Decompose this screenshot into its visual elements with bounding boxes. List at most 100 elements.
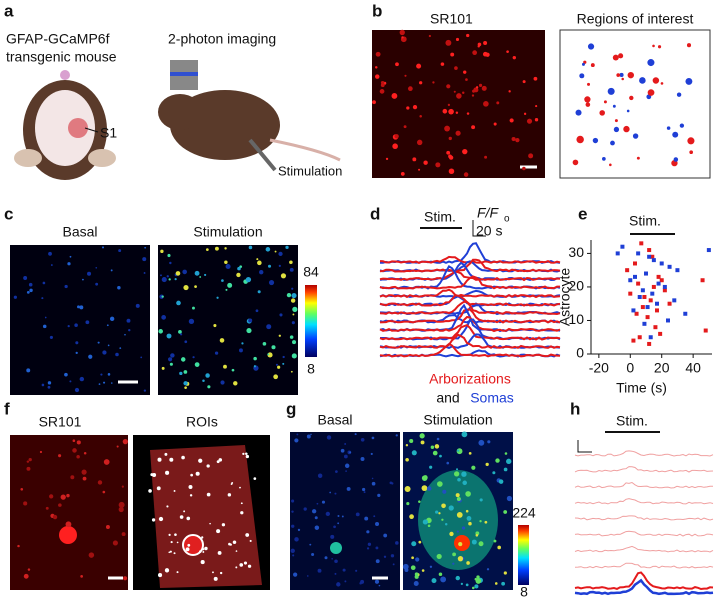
cell: [471, 539, 477, 545]
trace: [379, 288, 561, 299]
cell: [374, 579, 380, 584]
trace: [379, 323, 561, 341]
cell: [371, 481, 376, 486]
image-basal: [10, 245, 150, 395]
point: [651, 284, 656, 289]
cell: [245, 452, 248, 456]
cell: [179, 515, 184, 519]
caption: Basal: [317, 412, 352, 428]
cell: [404, 486, 411, 492]
cell: [235, 550, 238, 552]
cell: [230, 483, 233, 485]
cell: [27, 568, 31, 571]
cell: [44, 316, 47, 319]
point: [628, 278, 633, 283]
cell: [528, 153, 534, 159]
cell: [508, 90, 511, 93]
point: [656, 274, 661, 279]
cell: [478, 83, 483, 87]
cell: [13, 295, 17, 299]
cell: [212, 571, 214, 574]
cell: [160, 249, 164, 254]
nose: [60, 70, 70, 80]
cell: [503, 571, 507, 575]
cell: [479, 520, 482, 523]
cell: [224, 260, 228, 264]
cell: [375, 559, 380, 564]
point: [666, 318, 670, 323]
cell: [463, 172, 469, 177]
cell: [418, 540, 422, 544]
cell: [343, 454, 348, 459]
cell: [77, 305, 80, 309]
cell: [140, 356, 143, 359]
cell: [676, 92, 682, 97]
cell: [475, 578, 482, 584]
cell: [585, 102, 591, 107]
cell: [294, 438, 299, 443]
cell: [503, 510, 508, 514]
cell: [166, 505, 169, 508]
cell: [236, 272, 241, 278]
cell: [204, 546, 208, 551]
point: [659, 261, 664, 266]
cell: [336, 582, 341, 587]
cell: [423, 160, 428, 165]
cell: [98, 383, 101, 385]
cell: [471, 586, 475, 590]
cell: [205, 373, 210, 378]
cell: [157, 573, 163, 578]
cell: [156, 486, 161, 491]
cell: [65, 521, 72, 528]
x-tick-label: 20: [654, 360, 670, 376]
cell: [652, 44, 655, 48]
cell: [466, 112, 470, 115]
point: [634, 311, 639, 316]
point: [650, 254, 655, 259]
cell: [174, 278, 177, 281]
cell: [599, 110, 605, 116]
cell: [75, 341, 79, 345]
cell: [618, 53, 624, 59]
cell: [456, 497, 461, 502]
point: [648, 335, 653, 340]
cell: [245, 454, 250, 459]
cell: [180, 357, 186, 362]
cell: [403, 125, 407, 129]
cell: [430, 445, 435, 449]
cell: [148, 489, 152, 493]
cell: [173, 552, 176, 555]
cell: [253, 356, 257, 361]
colorbar-max: 84: [303, 264, 319, 280]
cell: [472, 50, 478, 56]
cell: [207, 385, 211, 389]
point: [653, 325, 658, 330]
cell: [20, 487, 24, 491]
cell: [151, 518, 156, 522]
cell: [142, 257, 147, 262]
cell: [410, 565, 416, 571]
cell: [317, 473, 323, 478]
cell: [456, 530, 459, 533]
legend-entry: Somas: [470, 390, 514, 406]
cell: [647, 59, 655, 67]
cell: [687, 137, 695, 145]
cell: [279, 313, 283, 317]
cell: [206, 464, 210, 468]
panel-label: d: [370, 204, 380, 223]
cell: [290, 298, 296, 303]
cell: [473, 87, 479, 93]
cell: [66, 493, 70, 498]
cell: [231, 368, 235, 372]
cell: [237, 266, 241, 271]
cell: [506, 50, 509, 54]
cell: [442, 489, 447, 494]
x-axis-label: Time (s): [616, 380, 667, 396]
cell: [504, 452, 508, 455]
cell: [274, 250, 277, 253]
cell: [385, 157, 389, 161]
panel-label: h: [570, 399, 580, 418]
cell: [468, 521, 472, 526]
cell: [161, 277, 167, 283]
